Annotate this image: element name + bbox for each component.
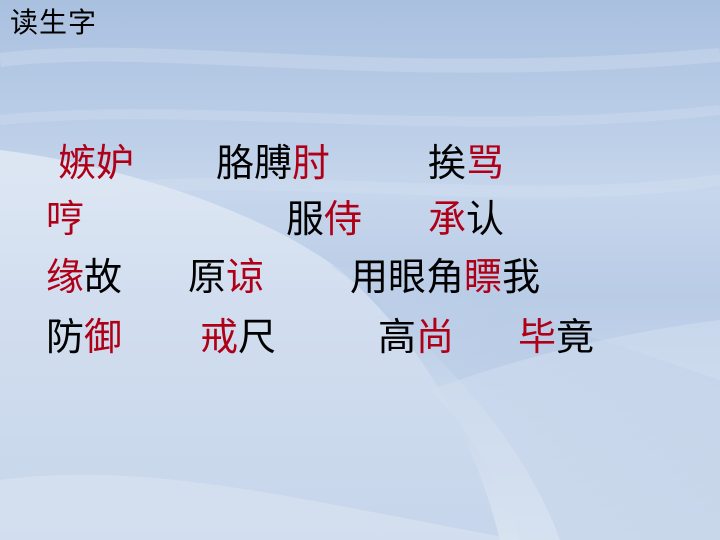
word-heng: 哼 bbox=[46, 200, 84, 238]
character: 原 bbox=[188, 255, 227, 299]
word-jiechi: 戒尺 bbox=[200, 318, 276, 356]
character: 我 bbox=[502, 255, 541, 299]
word-gebozhou: 胳膊肘 bbox=[216, 144, 330, 182]
character: 防 bbox=[46, 315, 85, 359]
character: 角 bbox=[426, 255, 465, 299]
word-piao: 用眼角瞟我 bbox=[350, 258, 540, 296]
character: 故 bbox=[84, 255, 123, 299]
word-jidu: 嫉妒 bbox=[58, 144, 134, 182]
character: 眼 bbox=[388, 255, 427, 299]
highlighted-character: 缘 bbox=[46, 255, 85, 299]
word-bijing: 毕竟 bbox=[518, 318, 594, 356]
highlighted-character: 肘 bbox=[292, 141, 331, 185]
highlighted-character: 承 bbox=[428, 197, 467, 241]
highlighted-character: 戒 bbox=[200, 315, 239, 359]
word-aima: 挨骂 bbox=[428, 144, 504, 182]
word-yuangu: 缘故 bbox=[46, 258, 122, 296]
character: 胳 bbox=[216, 141, 255, 185]
highlighted-character: 尚 bbox=[416, 315, 455, 359]
character: 挨 bbox=[428, 141, 467, 185]
character: 尺 bbox=[238, 315, 277, 359]
highlighted-character: 毕 bbox=[518, 315, 557, 359]
highlighted-character: 谅 bbox=[226, 255, 265, 299]
word-gaoshang: 高尚 bbox=[378, 318, 454, 356]
word-fangyu: 防御 bbox=[46, 318, 122, 356]
character: 认 bbox=[466, 197, 505, 241]
word-fushi: 服侍 bbox=[286, 200, 362, 238]
slide-title: 读生字 bbox=[10, 6, 98, 39]
character: 用 bbox=[350, 255, 389, 299]
highlighted-character: 侍 bbox=[324, 197, 363, 241]
word-chengren: 承认 bbox=[428, 200, 504, 238]
highlighted-character: 瞟 bbox=[464, 255, 503, 299]
word-yuanliang: 原谅 bbox=[188, 258, 264, 296]
character: 竟 bbox=[556, 315, 595, 359]
highlighted-character: 御 bbox=[84, 315, 123, 359]
character: 膊 bbox=[254, 141, 293, 185]
highlighted-character: 妒 bbox=[96, 141, 135, 185]
highlighted-character: 哼 bbox=[46, 197, 85, 241]
highlighted-character: 嫉 bbox=[58, 141, 97, 185]
highlighted-character: 骂 bbox=[466, 141, 505, 185]
character: 服 bbox=[286, 197, 325, 241]
character: 高 bbox=[378, 315, 417, 359]
